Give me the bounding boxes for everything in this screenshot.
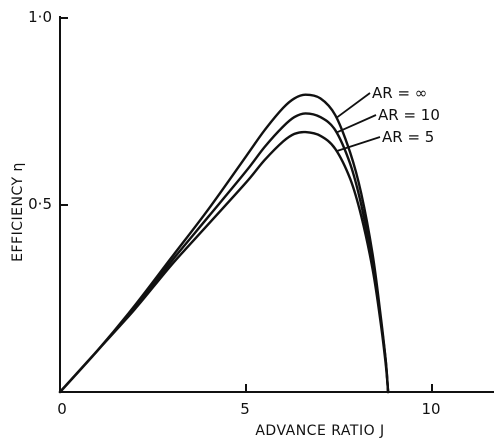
x-tick-label-0: 0 — [57, 400, 67, 418]
series-label-ar-10: AR = 10 — [378, 106, 440, 124]
y-tick-label-0-5: 0·5 — [28, 195, 52, 213]
curve-ar-5 — [58, 130, 390, 394]
leader-line-0 — [336, 92, 371, 118]
curve-ar-infinity — [58, 93, 390, 394]
tick-marks — [60, 17, 433, 392]
leader-line-1 — [336, 114, 377, 134]
y-axis-label: EFFICIENCY η — [10, 162, 26, 262]
x-tick-label-10: 10 — [421, 400, 440, 418]
y-tick-label-1-0: 1·0 — [28, 8, 52, 26]
series-label-ar-infinity: AR = ∞ — [372, 84, 427, 102]
series-curves — [58, 93, 390, 394]
curve-ar-10 — [58, 112, 390, 394]
leader-line-2 — [337, 136, 381, 152]
label-leaders — [336, 92, 381, 152]
x-axis-label: ADVANCE RATIO J — [255, 423, 384, 439]
series-label-ar-5: AR = 5 — [382, 128, 434, 146]
x-tick-label-5: 5 — [240, 400, 250, 418]
